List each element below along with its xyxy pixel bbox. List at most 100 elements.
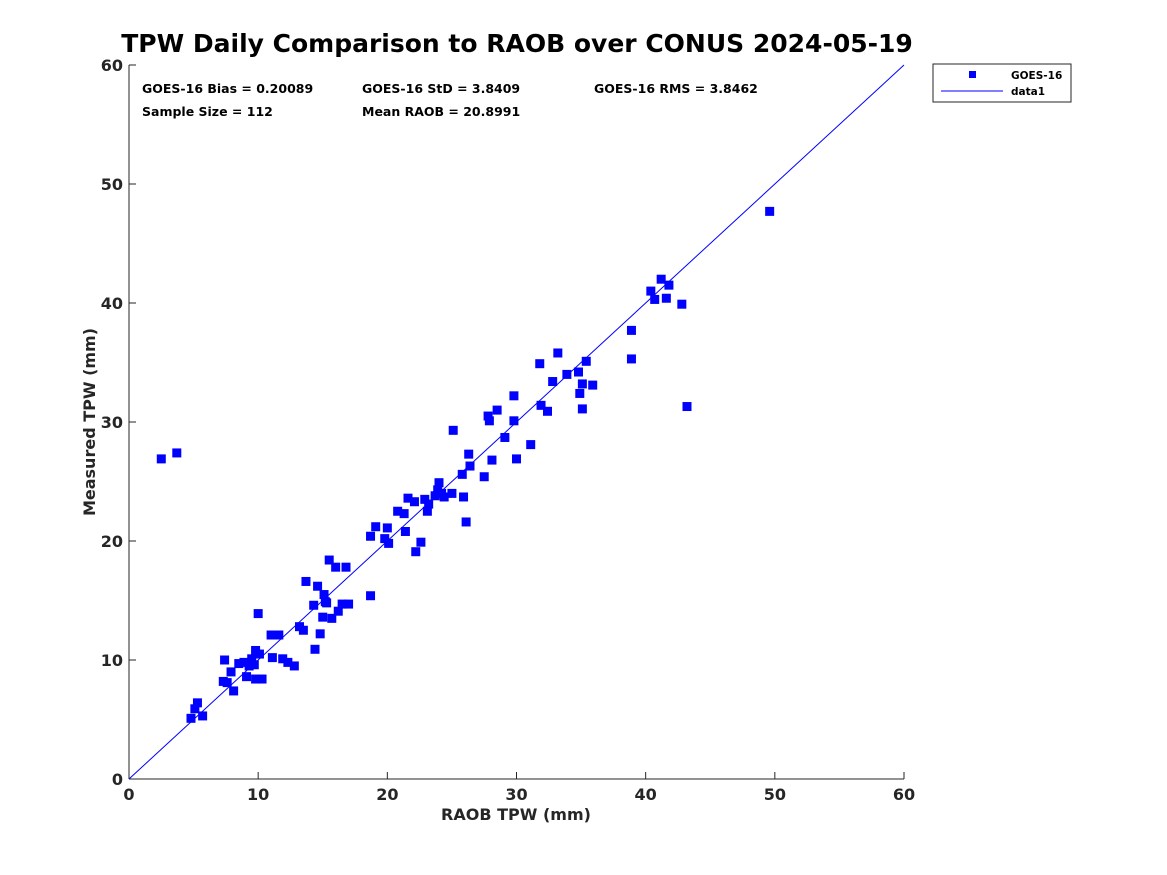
data-point <box>322 598 332 608</box>
data-point <box>677 299 687 309</box>
data-point <box>324 555 334 565</box>
data-point <box>492 405 502 415</box>
data-point <box>509 416 519 426</box>
data-point <box>536 400 546 410</box>
legend: GOES-16 data1 <box>932 63 1072 103</box>
y-tick-label: 0 <box>112 770 123 789</box>
chart-title: TPW Daily Comparison to RAOB over CONUS … <box>121 29 913 58</box>
data-point <box>278 654 288 664</box>
data-point <box>267 653 277 663</box>
data-point <box>341 562 351 572</box>
data-point <box>448 425 458 435</box>
stat-rms: GOES-16 RMS = 3.8462 <box>594 81 758 96</box>
x-tick-label: 30 <box>505 785 527 804</box>
y-tick-label: 20 <box>101 532 123 551</box>
data-point <box>382 523 392 533</box>
x-tick-label: 50 <box>764 785 786 804</box>
x-tick-label: 40 <box>635 785 657 804</box>
data-point <box>656 274 666 284</box>
y-tick-label: 40 <box>101 294 123 313</box>
data-point <box>682 402 692 412</box>
data-point <box>344 599 354 609</box>
data-point <box>266 630 276 640</box>
x-axis-label: RAOB TPW (mm) <box>441 805 591 824</box>
y-tick-label: 60 <box>101 56 123 75</box>
data-point <box>249 660 259 670</box>
data-point <box>500 432 510 442</box>
data-point <box>646 286 656 296</box>
legend-label-goes16: GOES-16 <box>1011 70 1062 82</box>
stat-mean-raob: Mean RAOB = 20.8991 <box>362 104 520 119</box>
y-axis-label: Measured TPW (mm) <box>80 328 99 516</box>
data-point <box>400 526 410 536</box>
data-point <box>483 411 493 421</box>
data-point <box>289 661 299 671</box>
legend-box <box>932 63 1072 103</box>
data-point <box>424 499 434 509</box>
data-point <box>650 294 660 304</box>
x-tick-label: 10 <box>247 785 269 804</box>
data-point <box>581 356 591 366</box>
data-point <box>457 469 467 479</box>
data-point <box>399 509 409 519</box>
data-point <box>222 678 232 688</box>
data-point <box>577 404 587 414</box>
data-point <box>301 576 311 586</box>
data-point <box>192 698 202 708</box>
data-point <box>251 674 261 684</box>
data-point <box>434 478 444 488</box>
plot-area: 0 10 20 30 40 50 60 0 10 20 30 40 50 60 <box>101 56 915 804</box>
data-point <box>366 591 376 601</box>
data-point <box>420 494 430 504</box>
data-point <box>487 455 497 465</box>
data-point <box>313 581 323 591</box>
data-point <box>509 391 519 401</box>
axis-ticks: 0 10 20 30 40 50 60 0 10 20 30 40 50 60 <box>101 56 915 804</box>
data-point <box>371 522 381 532</box>
data-point <box>156 454 166 464</box>
stat-std: GOES-16 StD = 3.8409 <box>362 81 520 96</box>
data-point <box>548 377 558 387</box>
y-tick-label: 30 <box>101 413 123 432</box>
data-point <box>626 354 636 364</box>
data-point <box>411 547 421 557</box>
data-point <box>484 416 494 426</box>
stat-bias: GOES-16 Bias = 0.20089 <box>142 81 313 96</box>
data-point <box>380 534 390 544</box>
y-tick-label: 10 <box>101 651 123 670</box>
data-point <box>403 493 413 503</box>
data-point <box>661 293 671 303</box>
data-point <box>664 280 674 290</box>
data-point <box>319 590 329 600</box>
data-point <box>220 655 230 665</box>
data-point <box>461 517 471 527</box>
data-point <box>574 367 583 377</box>
data-point <box>274 630 284 640</box>
y-tick-label: 50 <box>101 175 123 194</box>
data-points <box>156 206 775 723</box>
data-point <box>333 606 343 616</box>
data-point <box>247 654 257 664</box>
data-point <box>234 659 244 669</box>
data-point <box>393 506 403 516</box>
data-point <box>298 625 308 635</box>
data-point <box>553 348 563 358</box>
data-point <box>318 612 328 622</box>
data-point <box>526 440 536 450</box>
data-point <box>765 206 775 216</box>
data-point <box>479 472 489 482</box>
data-point <box>626 325 636 335</box>
x-tick-label: 60 <box>893 785 915 804</box>
data-point <box>337 599 347 609</box>
data-point <box>253 609 263 619</box>
data-point <box>439 492 449 502</box>
x-tick-label: 20 <box>376 785 398 804</box>
data-point <box>430 491 440 501</box>
data-point <box>464 449 474 459</box>
data-point <box>422 506 432 516</box>
data-point <box>575 388 585 398</box>
data-point <box>562 369 572 379</box>
legend-label-data1: data1 <box>1011 86 1045 98</box>
data-point <box>535 359 545 369</box>
